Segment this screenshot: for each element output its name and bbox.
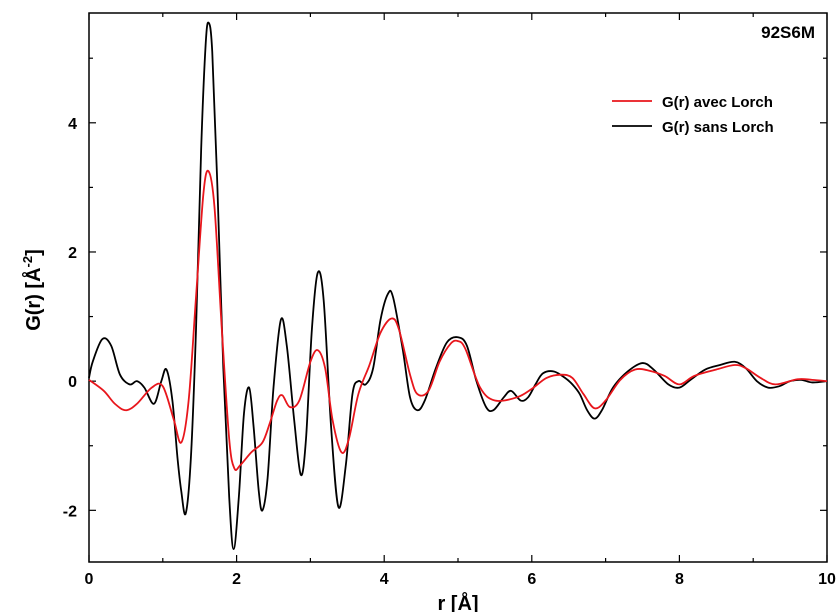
x-tick-label: 2 <box>232 571 241 588</box>
x-tick-label: 6 <box>527 571 536 588</box>
sample-label: 92S6M <box>761 23 815 42</box>
y-axis-title-end: ] <box>23 249 45 256</box>
y-axis-title: G(r) [Å-2] <box>20 249 45 331</box>
y-tick-label: 4 <box>68 116 77 133</box>
y-tick-label: 2 <box>68 245 77 262</box>
x-tick-label: 4 <box>380 571 389 588</box>
x-tick-label: 0 <box>85 571 94 588</box>
x-tick-label: 8 <box>675 571 684 588</box>
legend-label-sans-lorch: G(r) sans Lorch <box>662 119 774 136</box>
legend-label-avec-lorch: G(r) avec Lorch <box>662 94 773 111</box>
y-tick-label: -2 <box>63 503 77 520</box>
x-axis-title: r [Å] <box>437 591 478 612</box>
y-axis-title-main: G(r) [Å <box>21 267 45 330</box>
y-tick-label: 0 <box>68 374 77 391</box>
y-axis-title-sup: -2 <box>20 256 35 268</box>
legend: G(r) avec Lorch G(r) sans Lorch <box>612 94 774 136</box>
x-tick-label: 10 <box>818 571 836 588</box>
